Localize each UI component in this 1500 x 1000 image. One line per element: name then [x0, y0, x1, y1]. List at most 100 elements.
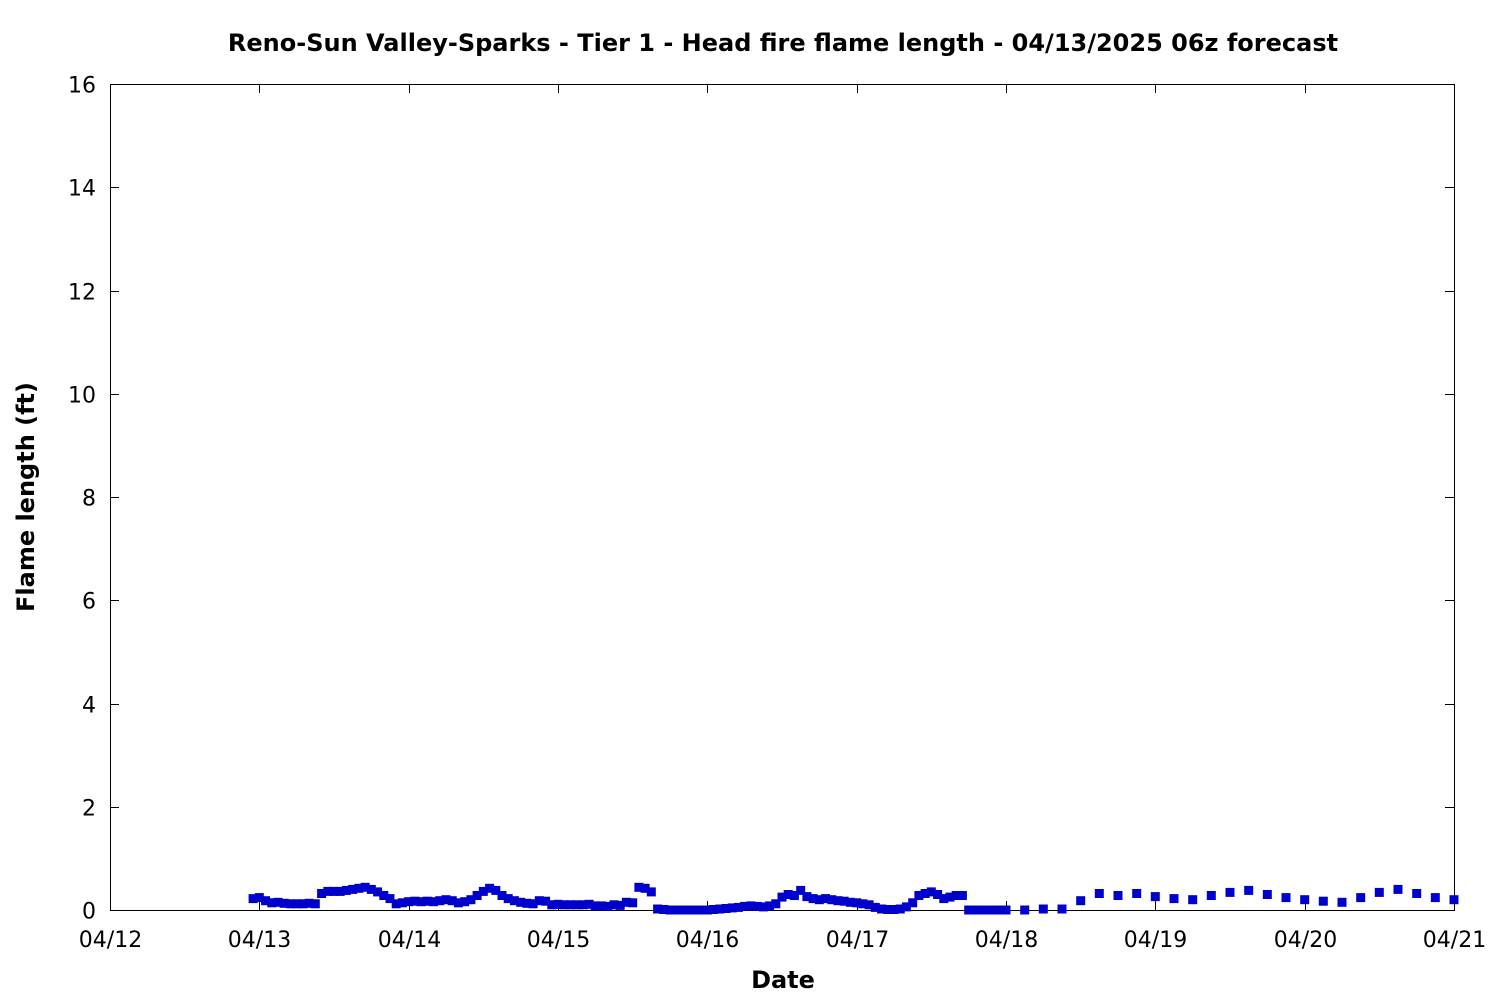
data-point	[995, 905, 1005, 915]
x-tick-label: 04/16	[676, 928, 739, 953]
data-point	[721, 904, 731, 913]
data-point	[864, 900, 874, 910]
data-point	[634, 882, 644, 892]
data-point	[541, 896, 551, 906]
y-tick-label: 0	[82, 900, 96, 925]
data-point	[1318, 896, 1328, 906]
data-point	[435, 896, 445, 906]
data-point	[590, 901, 600, 911]
data-point	[696, 905, 706, 915]
data-point	[429, 897, 439, 907]
data-point	[373, 887, 383, 897]
data-point	[1206, 891, 1216, 900]
data-point	[285, 899, 295, 909]
data-point	[883, 905, 893, 914]
x-tick-label: 04/12	[79, 928, 142, 953]
data-point	[323, 886, 333, 896]
data-point	[584, 899, 594, 909]
data-point	[335, 886, 345, 896]
data-point	[653, 904, 663, 914]
data-point	[1057, 904, 1067, 914]
y-axis-label: Flame length (ft)	[12, 382, 40, 612]
data-point	[1169, 894, 1179, 904]
y-tick-label: 6	[82, 590, 96, 615]
data-points	[248, 882, 1459, 915]
data-point	[709, 905, 719, 914]
data-point	[1020, 905, 1030, 915]
data-point	[553, 899, 563, 909]
data-point	[758, 902, 768, 912]
data-point	[491, 885, 501, 895]
data-point	[727, 903, 737, 913]
data-point	[261, 896, 271, 906]
data-point	[839, 896, 849, 906]
data-point	[1374, 887, 1384, 897]
data-point	[391, 899, 401, 909]
data-point	[329, 886, 339, 896]
data-point	[441, 895, 451, 905]
data-point	[1393, 884, 1403, 894]
data-point	[970, 905, 980, 915]
data-point	[926, 887, 936, 897]
data-point	[684, 905, 694, 915]
data-point	[478, 886, 488, 896]
data-point	[534, 896, 544, 906]
data-point	[460, 897, 470, 907]
data-point	[453, 898, 463, 908]
data-point	[572, 900, 582, 910]
data-point	[341, 885, 351, 895]
data-point	[1337, 897, 1347, 907]
data-point	[920, 889, 930, 898]
data-point	[516, 897, 526, 907]
data-point	[522, 898, 532, 908]
plot-frame	[110, 84, 1455, 911]
data-point	[528, 899, 538, 909]
data-point	[447, 896, 457, 906]
data-point	[360, 882, 370, 892]
y-tick-label: 4	[82, 694, 96, 719]
data-point	[796, 885, 806, 895]
data-point	[497, 891, 507, 900]
data-point	[976, 905, 986, 915]
data-point	[603, 901, 613, 911]
data-point	[385, 894, 395, 904]
data-point	[273, 897, 283, 907]
x-tick-label: 04/19	[1124, 928, 1187, 953]
data-point	[715, 904, 725, 914]
data-point	[1094, 889, 1104, 898]
data-point	[348, 884, 358, 894]
data-point	[292, 899, 302, 909]
data-point	[702, 905, 712, 915]
data-point	[777, 892, 787, 902]
data-point	[404, 897, 414, 907]
data-point	[559, 900, 569, 910]
data-point	[1001, 905, 1011, 915]
y-tick-label: 12	[68, 281, 96, 306]
data-point	[671, 905, 681, 915]
data-point	[752, 901, 762, 911]
data-point	[771, 899, 781, 909]
data-point	[733, 902, 743, 912]
data-point	[1038, 904, 1048, 914]
data-point	[298, 899, 308, 909]
data-point	[1150, 892, 1160, 902]
data-point	[889, 905, 899, 914]
y-tick-label: 10	[68, 384, 96, 409]
data-point	[509, 896, 519, 906]
x-tick-label: 04/17	[826, 928, 889, 953]
data-point	[821, 894, 831, 904]
data-point	[503, 894, 513, 904]
data-point	[1356, 893, 1366, 903]
x-tick-label: 04/21	[1423, 928, 1486, 953]
data-point	[279, 898, 289, 908]
data-point	[379, 891, 389, 900]
data-point	[310, 899, 320, 909]
data-point	[901, 902, 911, 912]
x-tick-label: 04/14	[378, 928, 441, 953]
data-point	[808, 894, 818, 904]
data-point	[578, 900, 588, 910]
data-point	[908, 898, 918, 908]
data-point	[628, 898, 638, 908]
data-point	[609, 900, 619, 910]
